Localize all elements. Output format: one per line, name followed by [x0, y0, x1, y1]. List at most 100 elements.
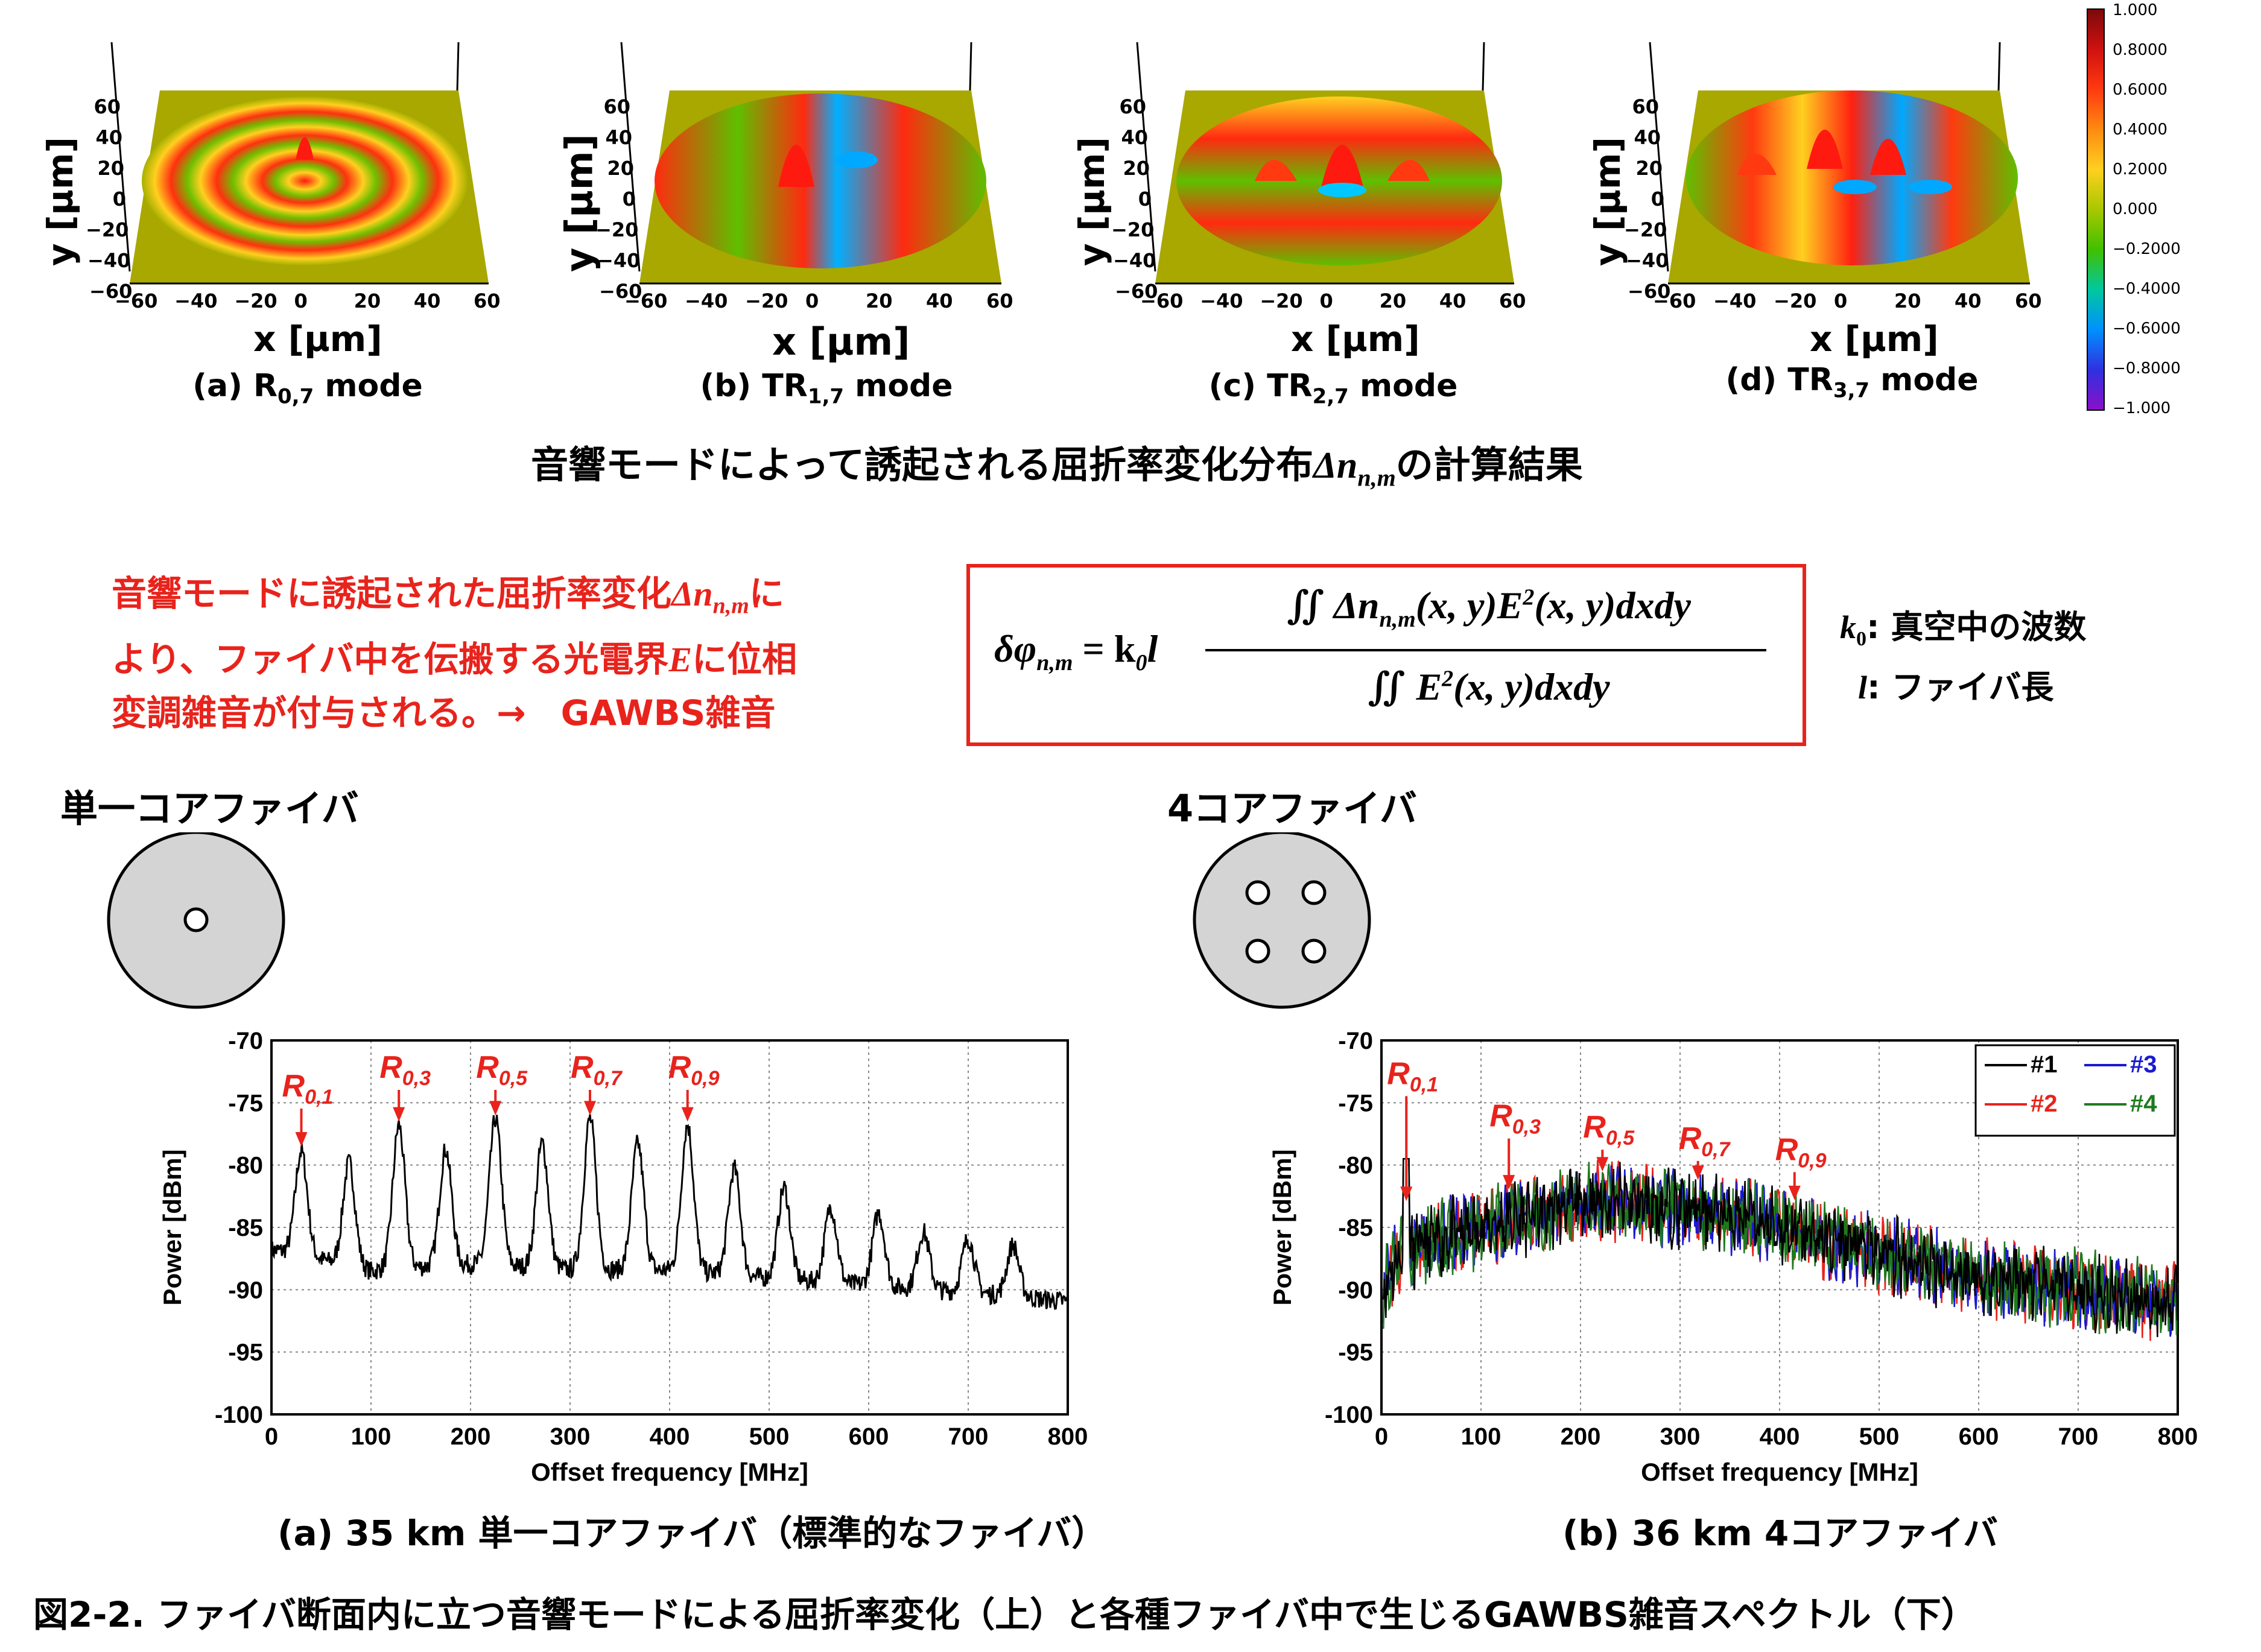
annotation-arrow-head	[1692, 1165, 1704, 1180]
y-tick-label: 0	[1651, 188, 1664, 210]
colorbar-tick: −0.2000	[2113, 240, 2181, 258]
x-tick-label: 600	[849, 1423, 889, 1450]
y-tick-label: -75	[1338, 1090, 1373, 1116]
colorbar-tick: −0.6000	[2113, 320, 2181, 338]
x-tick-label: 0	[805, 290, 819, 312]
colorbar-tick: 0.8000	[2113, 41, 2167, 59]
series-trace-#1	[1383, 1158, 2178, 1337]
annotation-sub: 0,1	[305, 1086, 333, 1109]
y-tick-label: 40	[1121, 126, 1148, 149]
x-tick-label: 60	[474, 290, 501, 312]
spectrum-trace	[270, 1114, 1069, 1310]
annotation-label: R0,3	[379, 1050, 431, 1090]
y-tick-label: 20	[97, 157, 124, 180]
x-tick-label: −60	[1140, 290, 1184, 312]
explanation-line-2: より、ファイバ中を伝搬する光電界Eに位相	[112, 638, 798, 680]
y-tick-label: −20	[1111, 218, 1155, 241]
x-tick-label: 40	[413, 290, 441, 312]
annotation-arrow-head	[1400, 1186, 1413, 1201]
fraction-bar	[1205, 649, 1766, 651]
y-tick-label: −40	[1626, 249, 1669, 272]
colorbar	[2087, 8, 2105, 411]
x-tick-label: 0	[1375, 1423, 1388, 1450]
explanation-text: 音響モードに誘起された屈折率変化Δnn,mに より、ファイバ中を伝搬する光電界E…	[112, 567, 797, 739]
surface-panel-c	[1136, 42, 1514, 285]
colorbar-tick: 0.000	[2113, 200, 2158, 218]
formula-numerator: ∬ Δnn,m(x, y)E2(x, y)dxdy	[1287, 584, 1691, 632]
x-tick-label: 200	[1561, 1423, 1601, 1450]
colorbar-tick: 0.4000	[2113, 121, 2167, 139]
x-tick-label: 60	[986, 290, 1013, 312]
y-tick-label: 60	[1119, 95, 1146, 118]
figure-caption: 図2-2. ファイバ断面内に立つ音響モードによる屈折率変化（上）と各種ファイバ中…	[33, 1594, 1976, 1635]
y-tick-label: 20	[607, 157, 634, 180]
x-tick-label: 700	[948, 1423, 989, 1450]
panel-caption-d: (d) TR3,7 mode	[1725, 362, 1979, 403]
plot-frame	[270, 1039, 1069, 1416]
x-tick-label: −40	[1200, 290, 1243, 312]
annotation-arrow-head	[489, 1101, 502, 1116]
y-tick-label: −60	[1115, 280, 1158, 303]
panel-d-ylabel: y [µm]	[1587, 136, 1628, 267]
mode-surface-panels	[110, 8, 2105, 411]
x-tick-label: 300	[550, 1423, 591, 1450]
x-tick-label: 60	[1499, 290, 1526, 312]
x-tick-label: 60	[2015, 290, 2042, 312]
x-tick-label: 0	[294, 290, 308, 312]
surface-panel-a	[110, 42, 489, 285]
colorbar-ticks: 1.000 0.8000 0.6000 0.4000 0.2000 0.000 …	[2113, 0, 2257, 422]
panel-c-ylabel: y [µm]	[1071, 136, 1112, 267]
x-tick-label: 800	[2158, 1423, 2198, 1450]
x-tick-label: −40	[174, 290, 218, 312]
y-axis-label: Power [dBm]	[1268, 1149, 1296, 1305]
y-tick-label: −60	[89, 280, 133, 303]
y-tick-label: -70	[228, 1028, 263, 1054]
panel-a-xlabel: x [µm]	[253, 318, 382, 359]
annotation-sub: 0,7	[594, 1067, 623, 1090]
y-tick-label: 60	[94, 95, 121, 118]
annotation-label: R0,1	[1387, 1056, 1438, 1096]
y-tick-label: -80	[1338, 1153, 1373, 1179]
panel-b-xlabel: x [µm]	[772, 320, 910, 364]
four-core-label: 4コアファイバ	[1167, 786, 1417, 831]
x-tick-label: −20	[1774, 290, 1817, 312]
y-tick-label: −20	[1624, 218, 1667, 241]
annotation-sub: 0,3	[402, 1067, 431, 1090]
colorbar-tick: 0.2000	[2113, 160, 2167, 179]
annotation-sub: 0,1	[1410, 1073, 1438, 1096]
annotation-arrow-head	[295, 1132, 308, 1147]
explanation-line-1: 音響モードに誘起された屈折率変化Δnn,mに	[112, 573, 784, 619]
single-core-label: 単一コアファイバ	[60, 786, 359, 831]
panel-caption-a: (a) R0,7 mode	[192, 368, 423, 409]
panel-caption-c: (c) TR2,7 mode	[1208, 368, 1458, 409]
panel-b-ylabel: y [µm]	[557, 134, 601, 272]
y-tick-label: −40	[1113, 249, 1156, 272]
plot-frame	[1380, 1039, 2179, 1416]
legend-label: #1	[2031, 1051, 2058, 1078]
panel-a-ylabel: y [µm]	[40, 136, 81, 267]
y-tick-label: −60	[1628, 280, 1671, 303]
annotation-sub: 0,9	[1798, 1149, 1826, 1172]
y-tick-label: -95	[228, 1340, 263, 1366]
annotation-label: R0,7	[571, 1050, 623, 1090]
annotation-sub: 0,7	[1701, 1138, 1731, 1161]
colorbar-tick: 1.000	[2113, 1, 2158, 19]
x-tick-label: 20	[354, 290, 381, 312]
x-tick-label: −40	[1713, 290, 1757, 312]
four-core-fiber	[1193, 832, 1371, 1009]
y-tick-label: 40	[1634, 126, 1661, 149]
x-tick-label: 20	[866, 290, 893, 312]
annotation-label: R0,1	[282, 1069, 334, 1109]
x-tick-label: 400	[1760, 1423, 1800, 1450]
x-tick-label: −60	[115, 290, 158, 312]
annotation-label: R0,3	[1489, 1099, 1541, 1139]
annotation-sub: 0,5	[499, 1067, 528, 1090]
y-tick-label: 20	[1635, 157, 1663, 180]
annotation-label: R0,7	[1679, 1121, 1731, 1161]
symbol-definitions: k0: 真空中の波数 l: ファイバ長	[1840, 603, 2086, 712]
y-tick-label: −60	[599, 280, 642, 303]
explanation-line-3: 変調雑音が付与される。→ GAWBS雑音	[112, 692, 776, 733]
legend-label: #4	[2130, 1090, 2157, 1117]
formula-lhs: δφn,m = k0l	[994, 627, 1158, 676]
x-tick-label: 800	[1048, 1423, 1088, 1450]
